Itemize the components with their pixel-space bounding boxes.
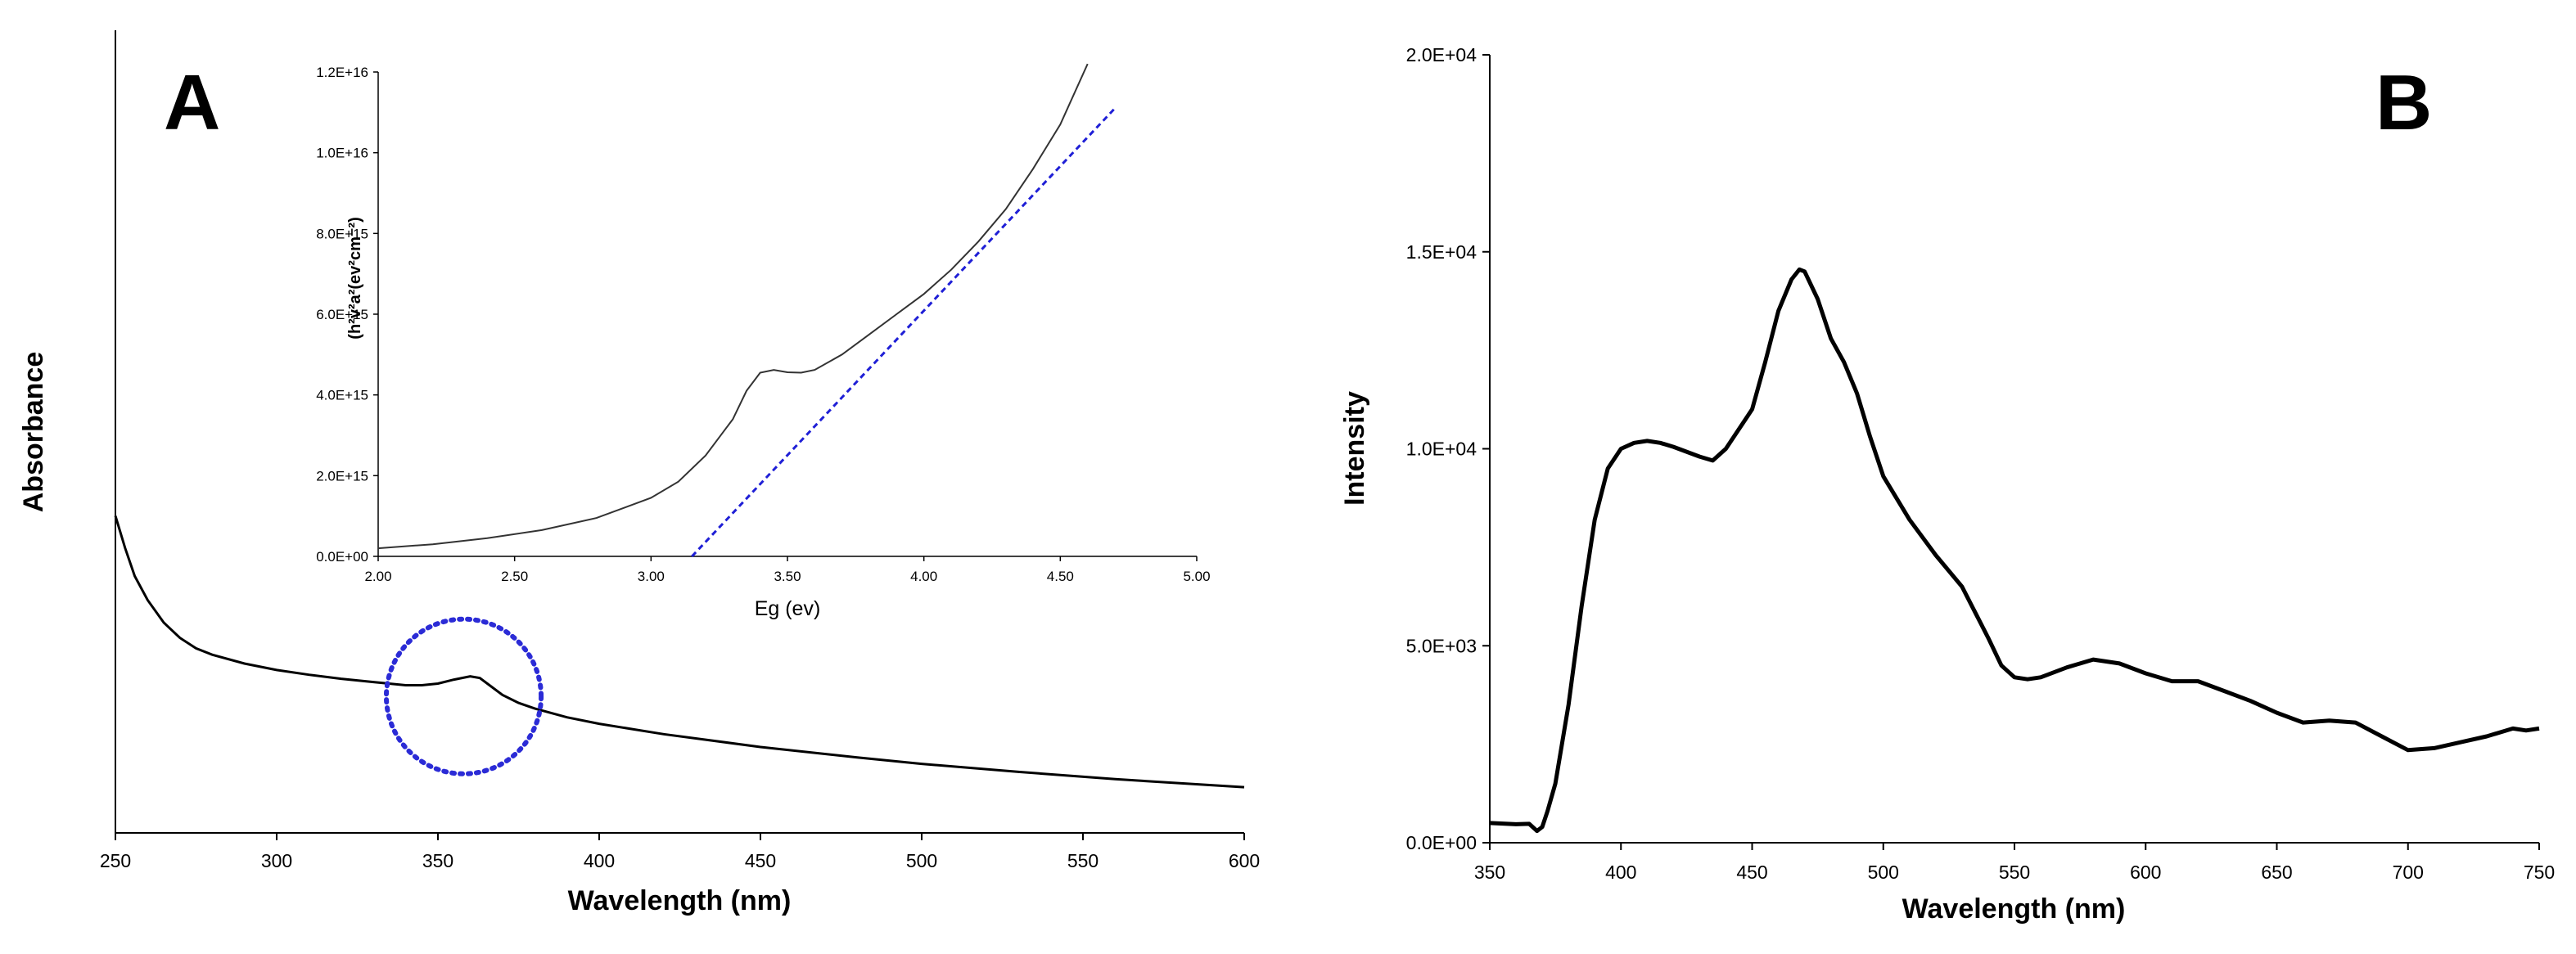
panel-a-x-tick-label: 450 <box>745 850 776 871</box>
panel-a-x-tick-label: 500 <box>906 850 937 871</box>
inset-y-tick-label: 2.0E+15 <box>316 468 368 484</box>
panel-a-x-axis-title: Wavelength (nm) <box>568 885 792 916</box>
inset-linear-fit <box>691 107 1117 558</box>
inset-x-tick-label: 4.50 <box>1047 569 1074 584</box>
panel-b-x-tick-label: 650 <box>2261 862 2292 883</box>
panel-b-x-tick-label: 500 <box>1868 862 1899 883</box>
panel-b-x-tick-label: 750 <box>2524 862 2555 883</box>
panel-b-y-tick-label: 2.0E+04 <box>1406 44 1477 65</box>
panel-b-y-tick-label: 5.0E+03 <box>1406 635 1477 656</box>
panel-a-x-tick-label: 300 <box>261 850 292 871</box>
panel-b-y-axis-title: Intensity <box>1339 391 1370 506</box>
inset-y-axis-title: (h²v²a²(ev²cm⁻²) <box>346 217 364 339</box>
panel-a-absorbance-line <box>114 515 1245 789</box>
panel-b-label: B <box>2375 59 2432 146</box>
inset-x-ticks: 2.00 2.50 3.00 3.50 4.00 4.50 5.00 <box>364 556 1211 584</box>
panel-b-x-tick-label: 350 <box>1474 862 1505 883</box>
panel-a-x-tick-label: 250 <box>100 850 131 871</box>
panel-a-y-axis-title: Absorbance <box>18 352 49 513</box>
panel-a-x-tick-label: 350 <box>422 850 453 871</box>
panel-a-inset: 2.00 2.50 3.00 3.50 4.00 4.50 5.00 0.0E+00 2.0E… <box>316 63 1211 620</box>
panel-b-y-ticks: 0.0E+00 5.0E+03 1.0E+04 1.5E+04 2.0E+04 <box>1406 44 1490 853</box>
panel-a-label: A <box>164 59 220 146</box>
inset-x-tick-label: 2.50 <box>501 569 528 584</box>
panel-b-intensity-line <box>1489 267 2540 834</box>
inset-y-tick-label: 8.0E+15 <box>316 226 368 241</box>
panel-b-x-tick-label: 400 <box>1605 862 1636 883</box>
inset-x-axis-title: Eg (ev) <box>755 597 821 620</box>
panel-a-highlight-circle <box>383 616 544 776</box>
panel-b-y-tick-label: 0.0E+00 <box>1406 832 1477 853</box>
panel-b-x-tick-label: 600 <box>2130 862 2161 883</box>
inset-x-tick-label: 2.00 <box>364 569 391 584</box>
panel-a: 250 300 350 400 450 500 550 600 A Wavelength (n… <box>18 30 1260 916</box>
panel-b-x-ticks: 350 400 450 500 550 600 650 700 750 <box>1474 843 2555 883</box>
inset-curve <box>377 63 1089 550</box>
panel-b-x-tick-label: 700 <box>2393 862 2424 883</box>
inset-x-tick-label: 5.00 <box>1183 569 1210 584</box>
inset-y-tick-label: 1.0E+16 <box>316 146 368 161</box>
inset-y-ticks: 0.0E+00 2.0E+15 4.0E+15 6.0E+15 8.0E+15 1.0E+… <box>316 65 378 565</box>
panel-a-x-tick-label: 550 <box>1067 850 1099 871</box>
panel-b: 350 400 450 500 550 600 650 700 750 0.0E+00 5.0E+… <box>1339 44 2555 925</box>
inset-x-tick-label: 4.00 <box>910 569 937 584</box>
inset-x-tick-label: 3.00 <box>638 569 665 584</box>
panel-b-x-axis-title: Wavelength (nm) <box>1902 893 2126 925</box>
panel-b-y-tick-label: 1.5E+04 <box>1406 241 1477 263</box>
panel-b-y-tick-label: 1.0E+04 <box>1406 439 1477 460</box>
panel-a-x-tick-label: 600 <box>1229 850 1260 871</box>
panel-a-x-tick-label: 400 <box>584 850 615 871</box>
panel-b-x-tick-label: 550 <box>1999 862 2030 883</box>
inset-y-tick-label: 1.2E+16 <box>316 65 368 80</box>
inset-y-tick-label: 4.0E+15 <box>316 388 368 403</box>
panel-a-x-ticks: 250 300 350 400 450 500 550 600 <box>100 833 1260 871</box>
inset-x-tick-label: 3.50 <box>774 569 801 584</box>
inset-y-tick-label: 0.0E+00 <box>316 549 368 565</box>
panel-b-x-tick-label: 450 <box>1736 862 1767 883</box>
inset-y-tick-label: 6.0E+15 <box>316 307 368 322</box>
